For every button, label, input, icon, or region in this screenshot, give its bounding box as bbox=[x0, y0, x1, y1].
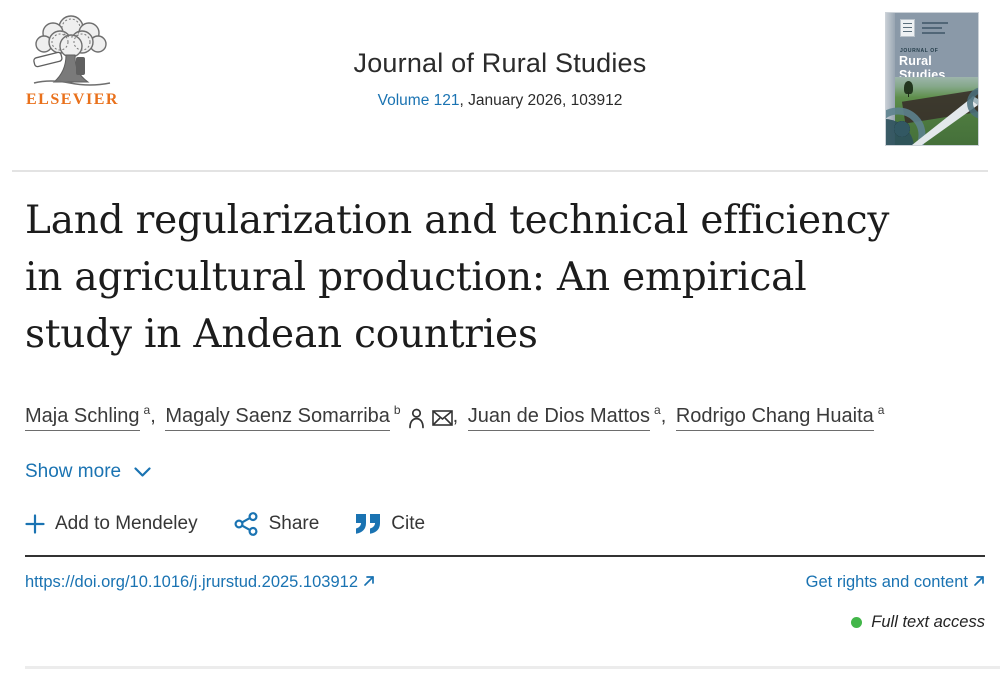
external-link-icon bbox=[363, 573, 375, 592]
article-header: Land regularization and technical effici… bbox=[25, 172, 985, 632]
access-status-dot bbox=[851, 616, 863, 628]
journal-banner: ELSEVIER Journal of Rural Studies Volume… bbox=[0, 0, 1000, 172]
title-line-2: in agricultural production: An empirical bbox=[25, 255, 807, 300]
add-to-mendeley-button[interactable]: Add to Mendeley bbox=[25, 513, 198, 535]
author-maja-schling: Maja Schling a, bbox=[25, 403, 165, 431]
article-title: Land regularization and technical effici… bbox=[25, 192, 985, 363]
volume-link[interactable]: Volume 121 bbox=[377, 92, 460, 109]
actions-divider bbox=[25, 554, 985, 557]
doi-row: https://doi.org/10.1016/j.jrurstud.2025.… bbox=[25, 573, 985, 592]
journal-cover-thumbnail[interactable]: JOURNAL OF Rural Studies bbox=[886, 13, 978, 145]
author-magaly-saenz-somarriba: Magaly Saenz Somarriba b, bbox=[165, 403, 467, 431]
email-icon[interactable] bbox=[431, 407, 453, 429]
title-line-3: study in Andean countries bbox=[25, 312, 538, 357]
external-link-icon bbox=[973, 573, 985, 592]
cite-quote-icon bbox=[355, 513, 381, 534]
elsevier-logo[interactable]: ELSEVIER bbox=[26, 13, 119, 109]
elsevier-wordmark: ELSEVIER bbox=[26, 91, 119, 108]
author-link[interactable]: Rodrigo Chang Huaita bbox=[675, 404, 874, 431]
cite-button[interactable]: Cite bbox=[355, 513, 425, 535]
plus-icon bbox=[25, 514, 45, 534]
access-status-label: Full text access bbox=[871, 612, 985, 631]
cover-meta-line bbox=[922, 22, 948, 24]
access-row: Full text access bbox=[25, 613, 985, 632]
get-rights-link[interactable]: Get rights and content bbox=[806, 573, 985, 592]
journal-issue-line: Volume 121, January 2026, 103912 bbox=[250, 92, 750, 110]
doi-link[interactable]: https://doi.org/10.1016/j.jrurstud.2025.… bbox=[25, 573, 375, 592]
author-link[interactable]: Magaly Saenz Somarriba bbox=[165, 404, 390, 431]
article-actions: Add to Mendeley Share Cite bbox=[25, 511, 985, 536]
cover-kicker: JOURNAL OF bbox=[900, 48, 939, 54]
author-list: Maja Schling a, Magaly Saenz Somarriba b, … bbox=[25, 403, 985, 431]
corresponding-author-icon bbox=[408, 407, 425, 429]
elsevier-tree-icon bbox=[26, 13, 116, 89]
section-divider bbox=[25, 666, 1000, 669]
title-line-1: Land regularization and technical effici… bbox=[25, 198, 890, 243]
issue-info: , January 2026, 103912 bbox=[459, 92, 623, 109]
show-more-label: Show more bbox=[25, 460, 122, 482]
cover-spine bbox=[886, 13, 895, 145]
show-more-button[interactable]: Show more bbox=[25, 461, 151, 483]
cover-swirl-ornament bbox=[886, 87, 978, 145]
cover-meta-line bbox=[922, 32, 945, 34]
cover-mini-logo bbox=[900, 19, 915, 37]
author-link[interactable]: Maja Schling bbox=[25, 404, 140, 431]
banner-divider bbox=[12, 170, 988, 172]
author-rodrigo-chang-huaita: Rodrigo Chang Huaita a bbox=[675, 403, 884, 431]
share-icon bbox=[234, 511, 259, 536]
author-juan-de-dios-mattos: Juan de Dios Mattos a, bbox=[467, 403, 676, 431]
chevron-down-icon bbox=[134, 461, 151, 483]
share-button[interactable]: Share bbox=[234, 511, 319, 536]
author-link[interactable]: Juan de Dios Mattos bbox=[467, 404, 651, 431]
journal-name-link[interactable]: Journal of Rural Studies bbox=[353, 48, 647, 78]
cover-meta-line bbox=[922, 27, 942, 29]
journal-heading: Journal of Rural Studies Volume 121, Jan… bbox=[250, 48, 750, 110]
